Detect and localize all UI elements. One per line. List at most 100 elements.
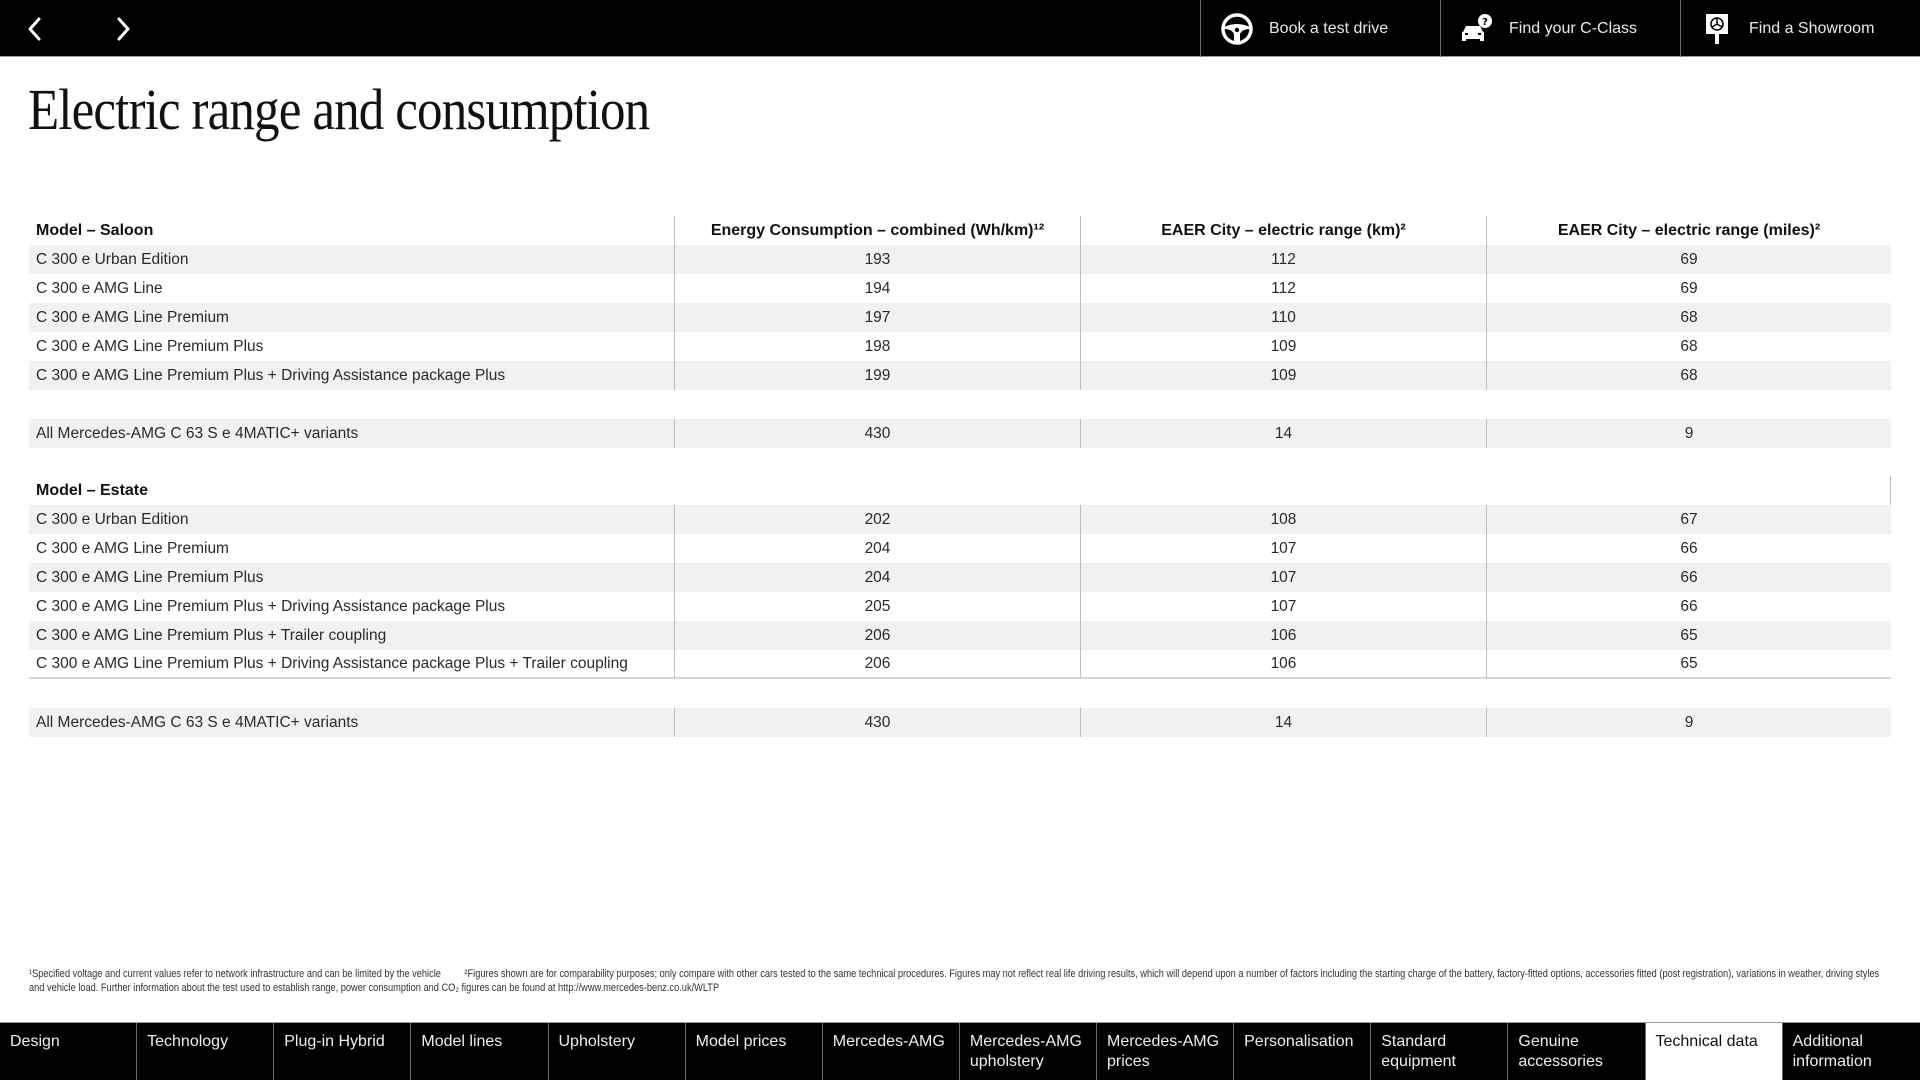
range-miles-cell: 69 [1486, 245, 1891, 274]
column-header-range-km: EAER City – electric range (km)² [1080, 216, 1486, 245]
table-row: C 300 e Urban Edition 202 108 67 [29, 505, 1891, 534]
energy-cell: 202 [674, 505, 1080, 534]
table-row: C 300 e AMG Line Premium Plus + Driving … [29, 592, 1891, 621]
nav-tab-mercedes-amg-prices[interactable]: Mercedes-AMG prices [1097, 1023, 1235, 1080]
table-row: C 300 e AMG Line Premium 197 110 68 [29, 303, 1891, 332]
energy-cell: 194 [674, 274, 1080, 303]
empty-cell [1080, 476, 1486, 505]
table-row: C 300 e Urban Edition 193 112 69 [29, 245, 1891, 274]
find-a-showroom-button[interactable]: Find a Showroom [1680, 0, 1920, 57]
model-cell: C 300 e AMG Line Premium Plus [36, 337, 264, 355]
energy-cell: 199 [674, 361, 1080, 390]
chevron-right-icon [117, 17, 130, 41]
energy-cell: 197 [674, 303, 1080, 332]
row-spacer [29, 390, 1891, 419]
table-row: C 300 e AMG Line Premium Plus + Trailer … [29, 621, 1891, 650]
range-miles-cell: 66 [1486, 592, 1891, 621]
energy-cell: 430 [674, 419, 1080, 448]
estate-header-row: Model – Estate [29, 476, 1891, 505]
nav-tab-plug-in-hybrid[interactable]: Plug-in Hybrid [274, 1023, 412, 1080]
model-cell: C 300 e AMG Line Premium [36, 539, 229, 557]
range-miles-cell: 65 [1486, 621, 1891, 650]
range-miles-cell: 68 [1486, 361, 1891, 390]
range-km-cell: 110 [1080, 303, 1486, 332]
nav-tab-model-lines[interactable]: Model lines [411, 1023, 549, 1080]
energy-cell: 206 [674, 649, 1080, 678]
range-km-cell: 109 [1080, 332, 1486, 361]
column-header-range-miles: EAER City – electric range (miles)² [1486, 216, 1891, 245]
range-km-cell: 108 [1080, 505, 1486, 534]
energy-cell: 198 [674, 332, 1080, 361]
nav-tab-personalisation[interactable]: Personalisation [1234, 1023, 1372, 1080]
model-cell: C 300 e AMG Line Premium Plus + Driving … [36, 654, 628, 672]
range-km-cell: 112 [1080, 245, 1486, 274]
range-km-cell: 107 [1080, 592, 1486, 621]
book-test-drive-button[interactable]: Book a test drive [1200, 0, 1440, 57]
table-row: C 300 e AMG Line Premium 204 107 66 [29, 534, 1891, 563]
nav-tab-upholstery[interactable]: Upholstery [549, 1023, 686, 1080]
footnote-1: ¹Specified voltage and current values re… [29, 968, 441, 980]
energy-cell: 193 [674, 245, 1080, 274]
nav-tab-mercedes-amg[interactable]: Mercedes-AMG [823, 1023, 960, 1080]
table-row: C 300 e AMG Line Premium Plus + Driving … [29, 361, 1891, 390]
table-row: C 300 e AMG Line Premium Plus + Driving … [29, 649, 1891, 679]
range-km-cell: 112 [1080, 274, 1486, 303]
column-header-model: Model – Saloon [36, 221, 154, 239]
table-row: C 300 e AMG Line 194 112 69 [29, 274, 1891, 303]
range-km-cell: 106 [1080, 621, 1486, 650]
top-actions: Book a test drive ? Find your C-Class [1200, 0, 1920, 57]
model-cell: C 300 e AMG Line Premium Plus + Driving … [36, 366, 506, 384]
empty-cell [674, 476, 1080, 505]
model-cell: C 300 e AMG Line Premium Plus + Driving … [36, 597, 506, 615]
range-km-cell: 109 [1080, 361, 1486, 390]
range-miles-cell: 9 [1486, 708, 1891, 737]
range-km-cell: 107 [1080, 563, 1486, 592]
table-row-amg: All Mercedes-AMG C 63 S e 4MATIC+ varian… [29, 708, 1891, 737]
nav-tab-technology[interactable]: Technology [137, 1023, 275, 1080]
previous-page-button[interactable] [18, 12, 52, 46]
range-km-cell: 14 [1080, 419, 1486, 448]
page-title: Electric range and consumption [28, 77, 650, 142]
table-row: C 300 e AMG Line Premium Plus 198 109 68 [29, 332, 1891, 361]
showroom-sign-icon [1699, 11, 1735, 47]
estate-table: Model – Estate C 300 e Urban Edition 202… [29, 476, 1891, 737]
saloon-table: Model – Saloon Energy Consumption – comb… [29, 216, 1891, 448]
table-row-amg: All Mercedes-AMG C 63 S e 4MATIC+ varian… [29, 419, 1891, 448]
next-page-button[interactable] [106, 12, 140, 46]
range-miles-cell: 69 [1486, 274, 1891, 303]
model-cell: All Mercedes-AMG C 63 S e 4MATIC+ varian… [36, 713, 359, 731]
nav-tab-additional-information[interactable]: Additional information [1792, 1033, 1872, 1070]
range-miles-cell: 68 [1486, 303, 1891, 332]
footnotes: ¹Specified voltage and current values re… [29, 967, 1890, 995]
model-cell: C 300 e AMG Line Premium Plus [36, 568, 264, 586]
nav-tab-standard-equipment[interactable]: Standard equipment [1371, 1023, 1509, 1080]
energy-cell: 430 [674, 708, 1080, 737]
energy-cell: 205 [674, 592, 1080, 621]
energy-cell: 204 [674, 534, 1080, 563]
range-miles-cell: 66 [1486, 563, 1891, 592]
model-cell: C 300 e Urban Edition [36, 250, 189, 268]
table-header-row: Model – Saloon Energy Consumption – comb… [29, 216, 1891, 245]
nav-tab-design[interactable]: Design [0, 1023, 138, 1080]
nav-tab-model-prices[interactable]: Model prices [686, 1023, 823, 1080]
footnote-2: ²Figures shown are for comparability pur… [29, 968, 1880, 994]
range-km-cell: 107 [1080, 534, 1486, 563]
nav-tab-mercedes-amg-upholstery[interactable]: Mercedes-AMG upholstery [960, 1023, 1097, 1080]
range-miles-cell: 66 [1486, 534, 1891, 563]
energy-cell: 204 [674, 563, 1080, 592]
find-a-showroom-label: Find a Showroom [1749, 19, 1875, 37]
nav-tab-genuine-accessories[interactable]: Genuine accessories [1508, 1023, 1646, 1080]
top-bar: Book a test drive ? Find your C-Class [0, 0, 1920, 57]
empty-cell [1486, 476, 1891, 505]
range-miles-cell: 65 [1486, 649, 1891, 678]
nav-tab-technical-data[interactable]: Technical data [1645, 1023, 1783, 1080]
range-miles-cell: 67 [1486, 505, 1891, 534]
model-cell: All Mercedes-AMG C 63 S e 4MATIC+ varian… [36, 424, 359, 442]
column-header-energy: Energy Consumption – combined (Wh/km)¹² [674, 216, 1080, 245]
range-km-cell: 14 [1080, 708, 1486, 737]
chevron-left-icon [28, 17, 41, 41]
model-cell: C 300 e AMG Line [36, 279, 163, 297]
book-test-drive-label: Book a test drive [1269, 19, 1389, 37]
find-your-c-class-button[interactable]: ? Find your C-Class [1440, 0, 1680, 57]
row-spacer [29, 679, 1891, 708]
